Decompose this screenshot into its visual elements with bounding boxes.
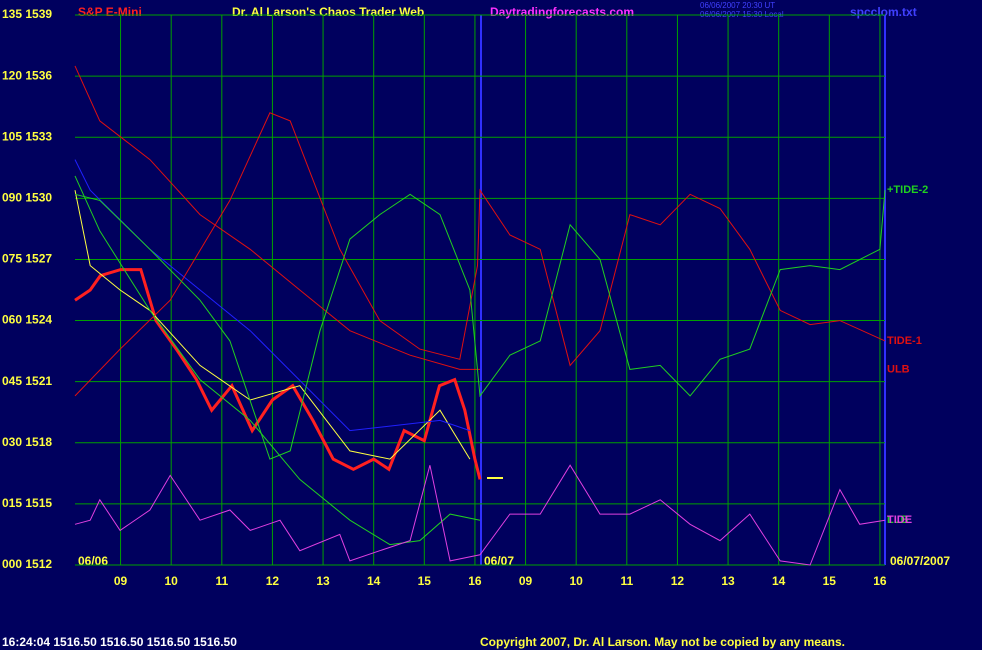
x-tick-label: 16	[873, 574, 887, 588]
series-line	[74, 464, 886, 566]
x-tick-label: 15	[823, 574, 837, 588]
y-tick-label: 060 1524	[2, 313, 52, 327]
file-name: spcclom.txt	[850, 5, 917, 19]
x-tick-label: 11	[620, 574, 633, 588]
series-line	[74, 159, 471, 432]
x-tick-label: 13	[721, 574, 735, 588]
x-tick-label: 09	[519, 574, 533, 588]
y-tick-label: 000 1512	[2, 557, 52, 571]
series-label: TIDE-1	[887, 335, 922, 347]
series-line	[74, 112, 886, 397]
series-line	[74, 190, 886, 460]
y-tick-label: 015 1515	[2, 496, 52, 510]
y-tick-label: 090 1530	[2, 191, 52, 205]
day-label: 06/07	[484, 554, 514, 568]
x-tick-label: 12	[266, 574, 280, 588]
x-tick-label: 09	[114, 574, 128, 588]
y-tick-label: 075 1527	[2, 252, 52, 266]
series-label: TIDE	[887, 514, 912, 526]
series-line	[74, 175, 481, 546]
series-label: ULB	[887, 363, 910, 375]
y-tick-label: 120 1536	[2, 68, 52, 82]
y-tick-label: 135 1539	[2, 7, 52, 21]
copyright: Copyright 2007, Dr. Al Larson. May not b…	[480, 635, 845, 649]
day-label: 06/06	[78, 554, 108, 568]
subtitle: S&P E-Mini	[78, 5, 142, 19]
series-line	[74, 65, 480, 370]
timestamp: 06/06/2007 20:30 UT	[700, 1, 775, 10]
y-tick-label: 030 1518	[2, 435, 52, 449]
website: Daytradingforecasts.com	[490, 5, 634, 19]
chart-title: Dr. Al Larson's Chaos Trader Web	[232, 5, 424, 19]
series-label: LLB	[887, 514, 908, 526]
x-tick-label: 10	[570, 574, 584, 588]
y-tick-label: 045 1521	[2, 374, 52, 388]
day-label: 06/07/2007	[890, 554, 950, 568]
x-tick-label: 10	[165, 574, 179, 588]
x-tick-label: 14	[772, 574, 786, 588]
x-tick-label: 16	[468, 574, 482, 588]
x-tick-label: 12	[671, 574, 685, 588]
x-tick-label: 15	[418, 574, 432, 588]
series-label: +TIDE-2	[887, 184, 928, 196]
x-tick-label: 11	[215, 574, 228, 588]
x-tick-label: 14	[367, 574, 381, 588]
status-bar: 16:24:04 1516.50 1516.50 1516.50 1516.50	[2, 635, 237, 649]
series-line	[74, 268, 482, 480]
y-tick-label: 105 1533	[2, 129, 52, 143]
x-tick-label: 13	[316, 574, 330, 588]
